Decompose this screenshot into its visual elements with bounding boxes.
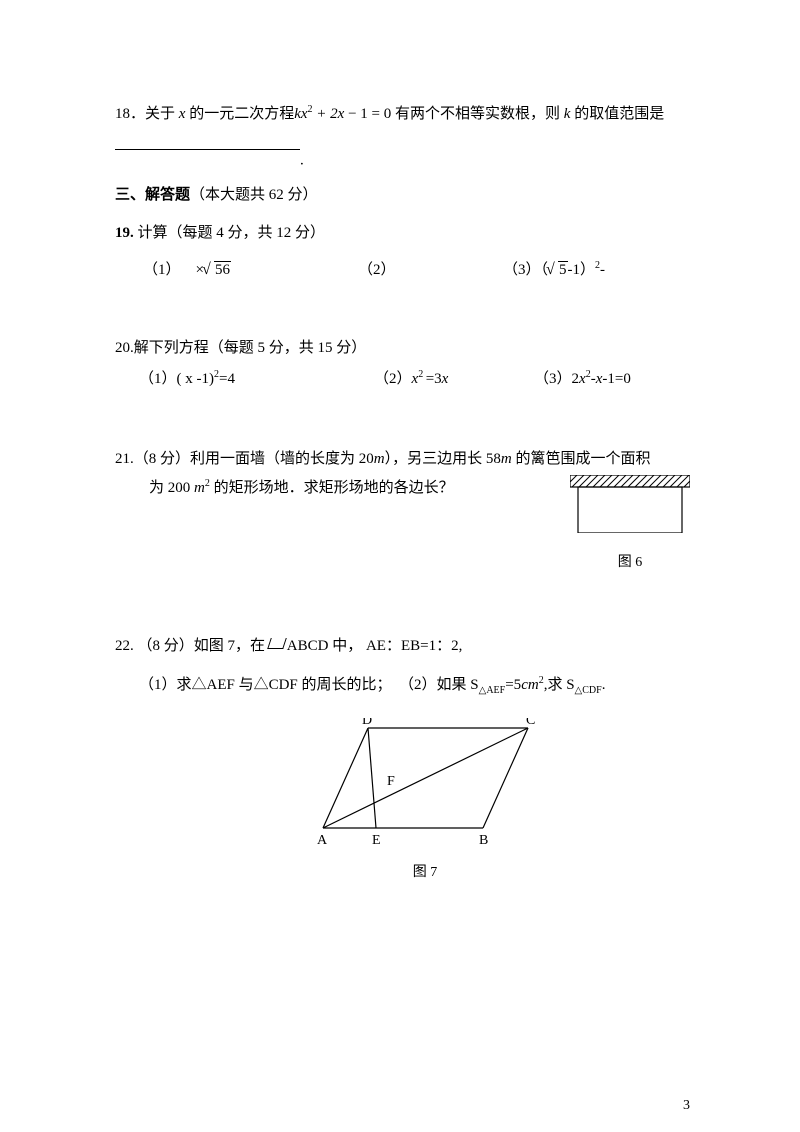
q18-num: 18． [115,106,145,122]
q20-parts: （1）( x -1)2=4 （2）x2 =3x （3）2x2-x-1=0 [115,365,700,394]
svg-text:E: E [372,833,381,848]
svg-text:C: C [526,718,535,728]
figure-6-svg [570,475,690,533]
q19-part3: （3）（5-1）2- [503,256,605,285]
figure-7-svg: A B C D E F [308,718,543,848]
q19-part1: （1） ×56 [143,256,358,285]
figure-7: ABCDEF 图 7 [305,718,545,887]
svg-text:F: F [387,774,395,789]
svg-text:D: D [362,718,372,728]
svg-text:A: A [317,833,328,848]
q20-part1: （1）( x -1)2=4 [139,365,374,394]
question-22: 22. （8 分）如图 7，在 ABCD 中， AE：EB=1：2, （1）求△… [115,632,700,887]
q20-part3: （3）2x2-x-1=0 [534,365,631,394]
parallelogram-icon [267,638,287,649]
question-21: 21.（8 分）利用一面墙（墙的长度为 20m），另三边用长 58m 的篱笆围成… [115,445,700,502]
sqrt-icon: 5 [548,256,568,285]
q20-part2: （2）x2 =3x [374,365,534,394]
q19-part2: （2） [358,256,503,285]
q19-parts: （1） ×56 （2） （3）（5-1）2- [115,256,700,285]
sqrt-icon: 56 [204,256,231,285]
question-19: 19. 计算（每题 4 分，共 12 分） [115,219,700,248]
question-18: 18．关于 x 的一元二次方程kx2 + 2x − 1 = 0 有两个不相等实数… [115,100,700,129]
svg-text:B: B [479,833,488,848]
q18-answer-blank [115,133,300,151]
question-20-title: 20.解下列方程（每题 5 分，共 15 分） [115,334,700,363]
section-3-header: 三、解答题（本大题共 62 分） [115,181,700,210]
page-number: 3 [683,1098,690,1114]
figure-6: 图 6 [570,475,690,576]
